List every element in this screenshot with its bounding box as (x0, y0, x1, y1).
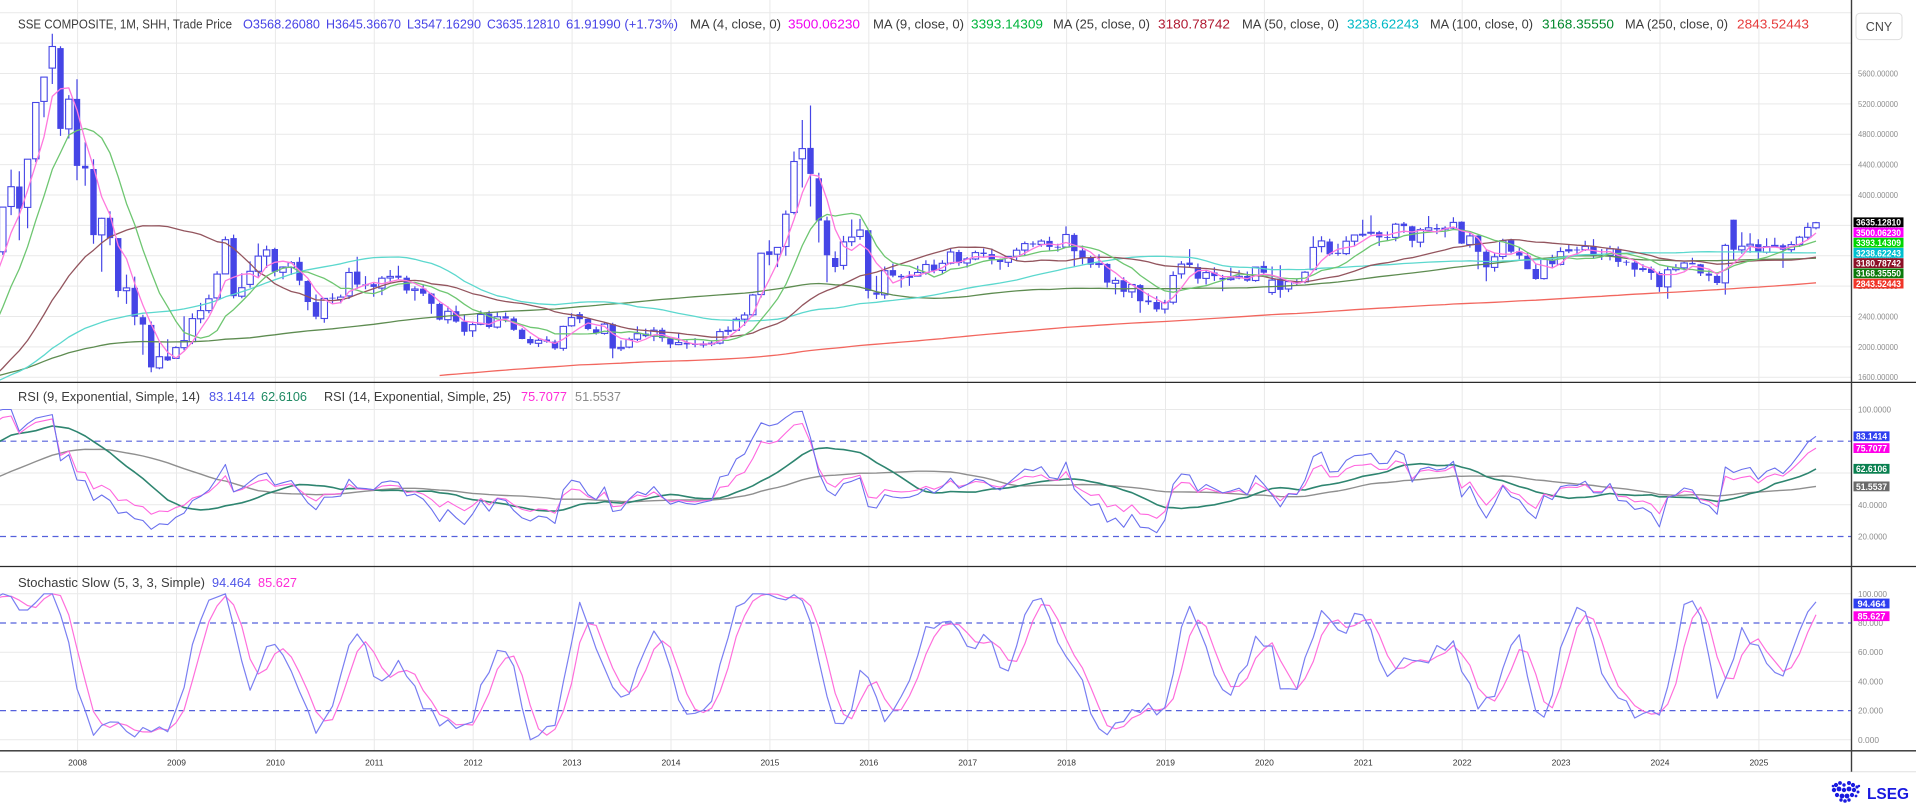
svg-text:51.5537: 51.5537 (1856, 482, 1887, 493)
svg-text:83.1414: 83.1414 (209, 390, 255, 404)
svg-text:2011: 2011 (365, 758, 384, 768)
svg-text:51.5537: 51.5537 (575, 390, 621, 404)
svg-text:2025: 2025 (1749, 758, 1768, 768)
svg-text:C3635.12810: C3635.12810 (487, 18, 560, 32)
svg-text:L3547.16290: L3547.16290 (407, 18, 481, 32)
svg-text:3393.14309: 3393.14309 (1856, 238, 1901, 249)
svg-text:3168.35550: 3168.35550 (1542, 18, 1614, 32)
svg-text:2015: 2015 (760, 758, 779, 768)
svg-text:2000.00000: 2000.00000 (1858, 342, 1898, 352)
svg-text:60.000: 60.000 (1858, 647, 1883, 657)
svg-text:4400.00000: 4400.00000 (1858, 160, 1898, 170)
svg-text:LSEG: LSEG (1867, 786, 1909, 803)
svg-text:20.0000: 20.0000 (1858, 532, 1887, 542)
svg-text:O3568.26080: O3568.26080 (243, 18, 320, 32)
svg-text:3180.78742: 3180.78742 (1158, 18, 1230, 32)
svg-text:85.627: 85.627 (258, 576, 297, 590)
svg-text:40.000: 40.000 (1858, 676, 1883, 686)
svg-text:40.0000: 40.0000 (1858, 500, 1887, 510)
svg-text:RSI (14, Exponential, Simple,: RSI (14, Exponential, Simple, 25) (324, 390, 511, 404)
svg-text:2014: 2014 (662, 758, 681, 768)
svg-text:61.91990 (+1.73%): 61.91990 (+1.73%) (566, 18, 678, 32)
svg-text:1600.00000: 1600.00000 (1858, 372, 1898, 382)
svg-text:CNY: CNY (1866, 20, 1893, 34)
svg-text:MA (25, close, 0): MA (25, close, 0) (1053, 18, 1150, 32)
svg-text:3635.12810: 3635.12810 (1856, 218, 1901, 229)
svg-text:2020: 2020 (1255, 758, 1274, 768)
svg-text:3168.35550: 3168.35550 (1856, 269, 1901, 280)
svg-text:2400.00000: 2400.00000 (1858, 312, 1898, 322)
svg-text:MA (4, close, 0): MA (4, close, 0) (690, 18, 781, 32)
svg-text:2013: 2013 (563, 758, 582, 768)
svg-text:94.464: 94.464 (212, 576, 251, 590)
svg-text:2023: 2023 (1552, 758, 1571, 768)
svg-text:MA (50, close, 0): MA (50, close, 0) (1242, 18, 1339, 32)
svg-text:2016: 2016 (859, 758, 878, 768)
svg-text:94.464: 94.464 (1858, 599, 1887, 610)
svg-text:5600.00000: 5600.00000 (1858, 69, 1898, 79)
svg-text:3500.06230: 3500.06230 (1856, 228, 1901, 239)
svg-text:3238.62243: 3238.62243 (1347, 18, 1419, 32)
svg-text:83.1414: 83.1414 (1856, 432, 1888, 443)
svg-text:2010: 2010 (266, 758, 285, 768)
svg-text:2018: 2018 (1057, 758, 1076, 768)
svg-text:0.000: 0.000 (1858, 735, 1879, 745)
svg-text:2019: 2019 (1156, 758, 1175, 768)
svg-text:100.000: 100.000 (1858, 589, 1887, 599)
svg-text:3500.06230: 3500.06230 (788, 18, 860, 32)
svg-text:Stochastic Slow (5, 3, 3, Simp: Stochastic Slow (5, 3, 3, Simple) (18, 576, 205, 590)
svg-text:5200.00000: 5200.00000 (1858, 99, 1898, 109)
svg-text:3393.14309: 3393.14309 (971, 18, 1043, 32)
svg-text:4800.00000: 4800.00000 (1858, 129, 1898, 139)
svg-text:2012: 2012 (464, 758, 483, 768)
svg-text:75.7077: 75.7077 (1856, 444, 1887, 455)
svg-text:3238.62243: 3238.62243 (1856, 248, 1901, 259)
svg-text:MA (9, close, 0): MA (9, close, 0) (873, 18, 964, 32)
svg-text:85.627: 85.627 (1858, 612, 1886, 623)
svg-text:62.6106: 62.6106 (1856, 464, 1887, 475)
svg-text:4000.00000: 4000.00000 (1858, 190, 1898, 200)
svg-text:2024: 2024 (1651, 758, 1670, 768)
svg-text:2021: 2021 (1354, 758, 1373, 768)
svg-text:MA (250, close, 0): MA (250, close, 0) (1625, 18, 1728, 32)
svg-text:3180.78742: 3180.78742 (1856, 259, 1901, 270)
svg-text:2008: 2008 (68, 758, 87, 768)
svg-text:2843.52443: 2843.52443 (1737, 18, 1809, 32)
svg-text:100.0000: 100.0000 (1858, 405, 1891, 415)
svg-text:2009: 2009 (167, 758, 186, 768)
svg-text:H3645.36670: H3645.36670 (326, 18, 401, 32)
svg-text:2017: 2017 (958, 758, 977, 768)
svg-text:SSE COMPOSITE, 1M, SHH, Trade: SSE COMPOSITE, 1M, SHH, Trade Price (18, 18, 232, 32)
svg-text:2843.52443: 2843.52443 (1856, 279, 1901, 290)
svg-text:75.7077: 75.7077 (521, 390, 567, 404)
svg-text:MA (100, close, 0): MA (100, close, 0) (1430, 18, 1533, 32)
svg-text:RSI (9, Exponential, Simple, 1: RSI (9, Exponential, Simple, 14) (18, 390, 200, 404)
svg-text:20.000: 20.000 (1858, 706, 1883, 716)
svg-text:62.6106: 62.6106 (261, 390, 307, 404)
svg-text:80.000: 80.000 (1858, 618, 1883, 628)
svg-text:2022: 2022 (1453, 758, 1472, 768)
